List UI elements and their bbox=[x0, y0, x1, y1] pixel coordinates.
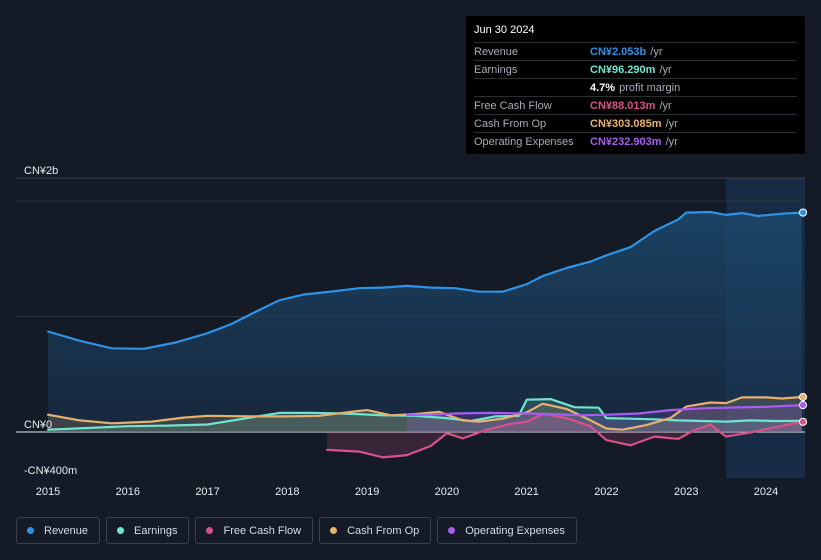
legend-label: Revenue bbox=[44, 524, 89, 537]
free-cash-flow-area bbox=[327, 414, 802, 458]
x-tick-label: 2015 bbox=[36, 486, 60, 498]
legend-item-revenue[interactable]: Revenue bbox=[16, 517, 101, 544]
revenue-area bbox=[48, 212, 802, 432]
tooltip-row-earnings: Earnings CN¥96.290m /yr bbox=[474, 61, 797, 79]
y-axis-ticks: CN¥2b CN¥0 -CN¥400m bbox=[24, 165, 77, 477]
tooltip-label: Cash From Op bbox=[474, 117, 547, 130]
x-tick-label: 2020 bbox=[435, 486, 459, 498]
free-cash-flow-line bbox=[326, 413, 803, 459]
legend-label: Operating Expenses bbox=[465, 524, 565, 537]
tooltip-unit: /yr bbox=[665, 135, 678, 148]
tooltip-row-operating-expenses: Operating Expenses CN¥232.903m /yr bbox=[474, 133, 797, 150]
tooltip-unit: /yr bbox=[650, 45, 663, 58]
operating-expenses-dot-icon bbox=[448, 527, 456, 534]
tooltip-label: Free Cash Flow bbox=[474, 99, 552, 112]
revenue-line bbox=[46, 210, 803, 350]
earnings-area bbox=[48, 399, 802, 432]
cash-from-op-dot-icon bbox=[330, 527, 338, 534]
tooltip-row-free-cash-flow: Free Cash Flow CN¥88.013m /yr bbox=[474, 97, 797, 115]
free-cash-flow-end-marker bbox=[798, 417, 808, 426]
tooltip-label: Operating Expenses bbox=[474, 135, 574, 148]
tooltip-value: 4.7% bbox=[590, 81, 616, 94]
tooltip-value: CN¥232.903m bbox=[590, 135, 662, 148]
y-tick-label: -CN¥400m bbox=[24, 465, 77, 477]
legend-item-earnings[interactable]: Earnings bbox=[106, 517, 190, 544]
tooltip-value: CN¥303.085m bbox=[590, 117, 662, 130]
legend-label: Cash From Op bbox=[347, 524, 420, 537]
earnings-dot-icon bbox=[117, 527, 125, 534]
tooltip-row-cash-from-op: Cash From Op CN¥303.085m /yr bbox=[474, 115, 797, 133]
operating-expenses-end-marker bbox=[798, 400, 808, 410]
legend-item-free-cash-flow[interactable]: Free Cash Flow bbox=[195, 517, 314, 544]
x-tick-label: 2024 bbox=[754, 486, 778, 498]
legend-item-operating-expenses[interactable]: Operating Expenses bbox=[437, 517, 577, 544]
legend: Revenue Earnings Free Cash Flow Cash Fro… bbox=[16, 517, 577, 544]
cash-from-op-line bbox=[46, 395, 803, 431]
legend-label: Free Cash Flow bbox=[223, 524, 302, 537]
free-cash-flow-dot-icon bbox=[206, 527, 214, 534]
revenue-dot-icon bbox=[27, 527, 34, 534]
y-tick-label: CN¥0 bbox=[24, 419, 52, 431]
tooltip-unit: /yr bbox=[665, 117, 678, 130]
tooltip-unit: profit margin bbox=[619, 81, 681, 94]
revenue-end-marker bbox=[798, 208, 808, 217]
tooltip-unit: /yr bbox=[659, 63, 672, 76]
x-axis-ticks: 2015 2016 2017 2018 2019 2020 2021 2022 2023 2024 bbox=[36, 486, 778, 498]
legend-label: Earnings bbox=[134, 524, 178, 537]
tooltip-date: Jun 30 2024 bbox=[474, 24, 797, 43]
x-tick-label: 2022 bbox=[594, 486, 618, 498]
x-tick-label: 2019 bbox=[355, 486, 379, 498]
legend-item-cash-from-op[interactable]: Cash From Op bbox=[319, 517, 432, 544]
series-lines bbox=[46, 210, 803, 459]
y-tick-label: CN¥2b bbox=[24, 165, 58, 177]
tooltip-value: CN¥2.053b bbox=[590, 45, 647, 58]
end-markers bbox=[798, 208, 808, 426]
earnings-line bbox=[46, 398, 803, 431]
tooltip-row-profit-margin: 4.7% profit margin bbox=[474, 79, 797, 97]
x-tick-label: 2021 bbox=[514, 486, 538, 498]
tooltip: Jun 30 2024 Revenue CN¥2.053b /yr Earnin… bbox=[466, 16, 805, 154]
x-tick-label: 2018 bbox=[275, 486, 299, 498]
tooltip-label: Earnings bbox=[474, 63, 518, 76]
x-tick-label: 2023 bbox=[674, 486, 698, 498]
tooltip-row-revenue: Revenue CN¥2.053b /yr bbox=[474, 43, 797, 61]
tooltip-value: CN¥96.290m bbox=[590, 63, 656, 76]
operating-expenses-line bbox=[405, 404, 803, 417]
tooltip-value: CN¥88.013m bbox=[590, 99, 656, 112]
cash-from-op-end-marker bbox=[798, 392, 808, 402]
tooltip-label: Revenue bbox=[474, 45, 519, 58]
x-tick-label: 2017 bbox=[195, 486, 219, 498]
x-tick-label: 2016 bbox=[116, 486, 140, 498]
tooltip-unit: /yr bbox=[659, 99, 672, 112]
